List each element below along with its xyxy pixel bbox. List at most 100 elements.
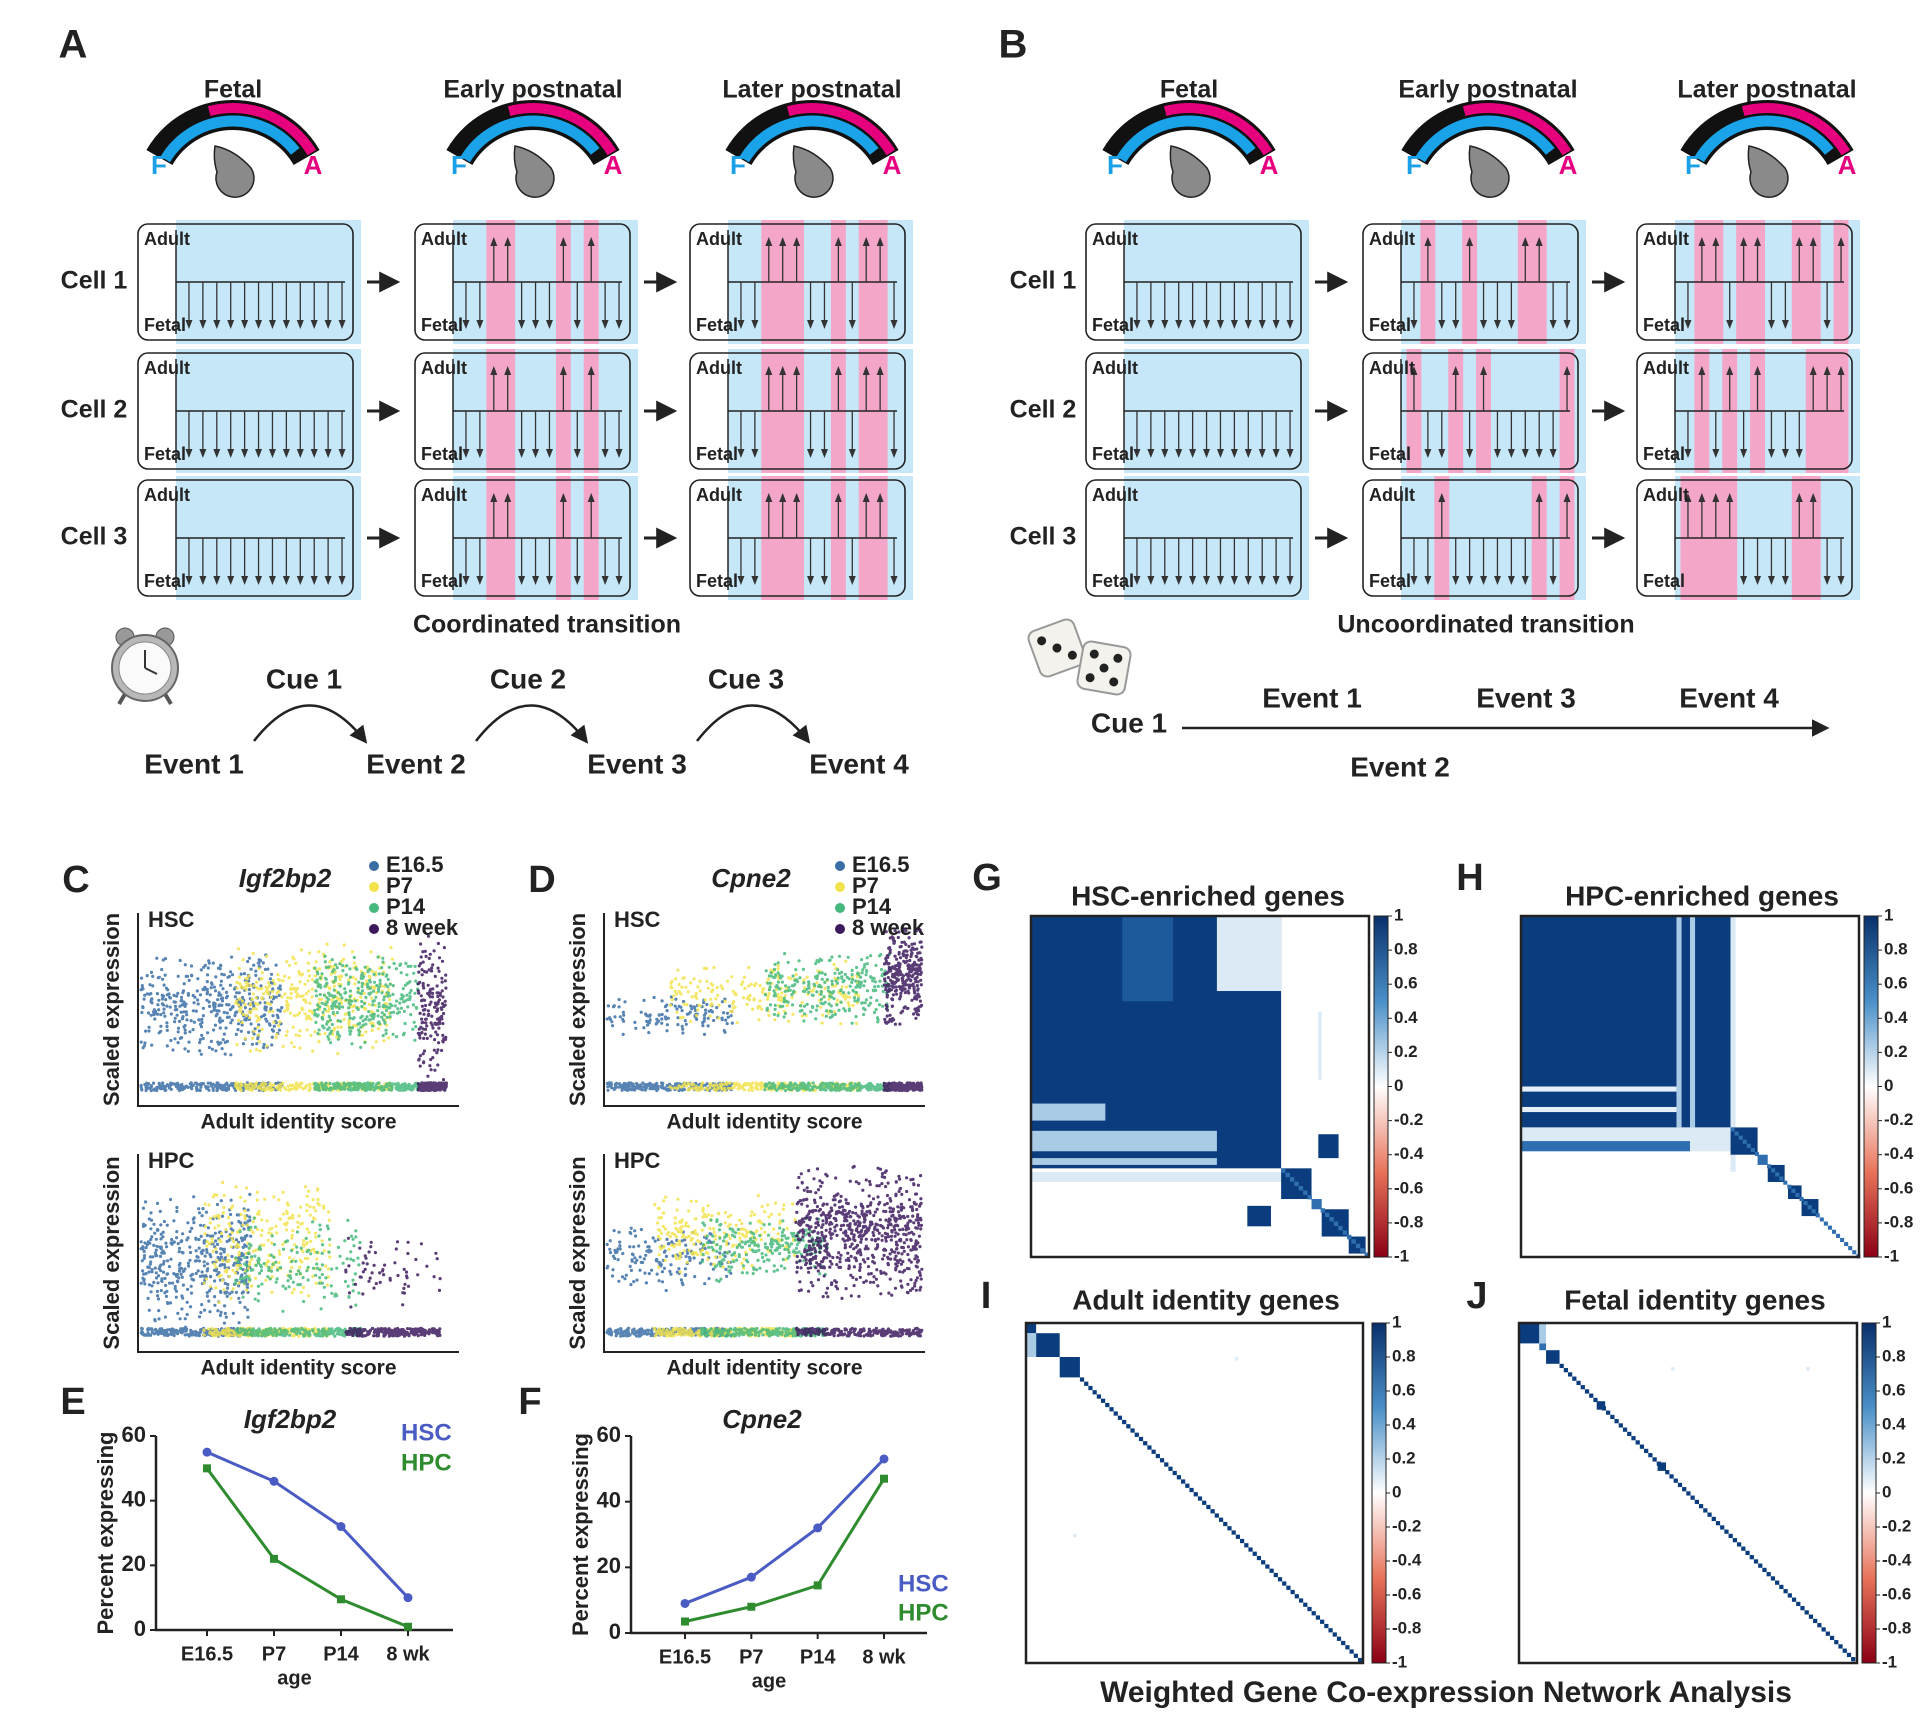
colorbar: [1373, 915, 1389, 1258]
heatmap-block: [1635, 1440, 1640, 1445]
panel-label: J: [1466, 1275, 1487, 1317]
colorbar-tick-label: 0.6: [1882, 1380, 1906, 1399]
arrow-head: [282, 449, 290, 458]
heatmap-block: [1088, 1385, 1093, 1391]
panel-label: D: [528, 859, 555, 901]
legend-label: HSC: [898, 1570, 949, 1597]
colorbar-tick-label: -0.6: [1882, 1584, 1911, 1603]
heatmap-block: [1289, 1177, 1295, 1182]
heatmap-block: [1239, 1538, 1245, 1544]
colorbar-tick-label: -0.4: [1394, 1144, 1424, 1163]
cell-box: [689, 479, 906, 597]
scatter-cloud: [202, 1180, 332, 1338]
arrow-head: [227, 320, 235, 329]
heatmap-block: [1539, 1323, 1547, 1344]
heatmap-block: [1682, 1487, 1687, 1492]
heatmap-block: [1827, 1225, 1832, 1230]
legend-swatch: [835, 903, 845, 913]
box-label: Adult: [1369, 358, 1415, 378]
heatmap-block: [1218, 1517, 1224, 1522]
box-label: Fetal: [144, 444, 186, 464]
arrow-head: [1754, 366, 1762, 375]
heatmap-block: [1815, 1213, 1820, 1218]
colorbar-tick-label: 0.6: [1392, 1380, 1416, 1399]
dial-outline: [1102, 100, 1276, 166]
colorbar-tick-label: 1: [1882, 1312, 1891, 1331]
heatmap-block: [1351, 1239, 1356, 1244]
colorbar-tick-label: -1: [1394, 1246, 1409, 1265]
heatmap-block: [1143, 1441, 1148, 1446]
heatmap-block: [1349, 1649, 1354, 1654]
panel-label: H: [1456, 857, 1483, 899]
x-axis-label: Adult identity score: [200, 1111, 396, 1134]
heatmap-title: HSC-enriched genes: [1071, 880, 1345, 911]
panel-label: C: [62, 859, 89, 901]
arrow-head: [848, 320, 856, 329]
legend-label: HPC: [898, 1599, 949, 1626]
legend-swatch: [369, 924, 379, 934]
stage-title: Later postnatal: [1677, 76, 1856, 104]
arrow-head: [751, 576, 759, 585]
heatmap-block: [1745, 1550, 1750, 1556]
arrow-head: [1535, 493, 1543, 502]
dial-needle: [792, 145, 834, 198]
cell-box: [414, 223, 631, 341]
heatmap-block: [1096, 1394, 1101, 1399]
heatmap-frame: [1517, 1321, 1859, 1665]
heatmap-block: [1172, 1470, 1177, 1476]
heatmap-block: [1657, 1462, 1667, 1471]
heatmap-block: [1576, 1380, 1581, 1386]
arrow-head: [1493, 449, 1501, 458]
die-pip: [1113, 653, 1123, 663]
arrow-head: [338, 449, 346, 458]
arrow-head: [1216, 320, 1224, 329]
heatmap-block: [1325, 1212, 1330, 1218]
box-label: Adult: [1643, 358, 1689, 378]
heatmap-block: [1694, 1499, 1699, 1505]
dial-adult-band: [1741, 103, 1851, 156]
point: [813, 1581, 822, 1590]
cell-box: [414, 352, 631, 470]
arrow-head: [1535, 237, 1543, 246]
cell-box: [137, 352, 354, 470]
heatmap-block: [1707, 1512, 1712, 1517]
point: [202, 1447, 212, 1457]
heatmap-block: [1269, 1568, 1274, 1573]
heatmap-block: [1584, 1389, 1590, 1394]
heatmap-block: [1749, 1555, 1754, 1560]
heatmap-block: [1059, 1357, 1080, 1378]
stage-title: Fetal: [1160, 76, 1218, 104]
heatmap-block: [1216, 916, 1282, 992]
colorbar-tick-label: 0.8: [1392, 1346, 1416, 1365]
box-label: Fetal: [421, 571, 463, 591]
heatmap-block: [1315, 1615, 1321, 1620]
heatmap-block: [1787, 1184, 1792, 1189]
arrow-head: [876, 493, 884, 502]
heatmap-block: [1838, 1644, 1843, 1649]
heatmap-block: [1113, 1411, 1118, 1416]
cell-label: Cell 2: [1010, 396, 1077, 424]
heatmap-block: [1834, 1640, 1839, 1645]
arrow-head: [476, 449, 484, 458]
cell-box: [1636, 352, 1853, 470]
arrow-head: [779, 237, 787, 246]
box-label: Adult: [1092, 229, 1138, 249]
stage-title: Early postnatal: [443, 76, 622, 104]
arrow-head: [1244, 449, 1252, 458]
x-axis-label: age: [752, 1670, 786, 1692]
arrow-head: [338, 320, 346, 329]
dial-label: A: [883, 150, 902, 180]
arrow-head: [1535, 449, 1543, 458]
y-axis-label: Percent expressing: [568, 1433, 593, 1636]
axis: [603, 913, 925, 1107]
arrow-head: [1754, 237, 1762, 246]
arrow-head: [1175, 576, 1183, 585]
heatmap-block: [1811, 1209, 1816, 1214]
dial-outline: [1680, 100, 1854, 166]
heatmap-block: [1741, 1546, 1746, 1551]
arrow-head: [834, 493, 842, 502]
heatmap-block: [1181, 1479, 1186, 1484]
dial-outline: [1401, 100, 1575, 166]
dial-fetal-band: [1116, 115, 1256, 163]
heatmap-block: [1836, 1233, 1841, 1238]
